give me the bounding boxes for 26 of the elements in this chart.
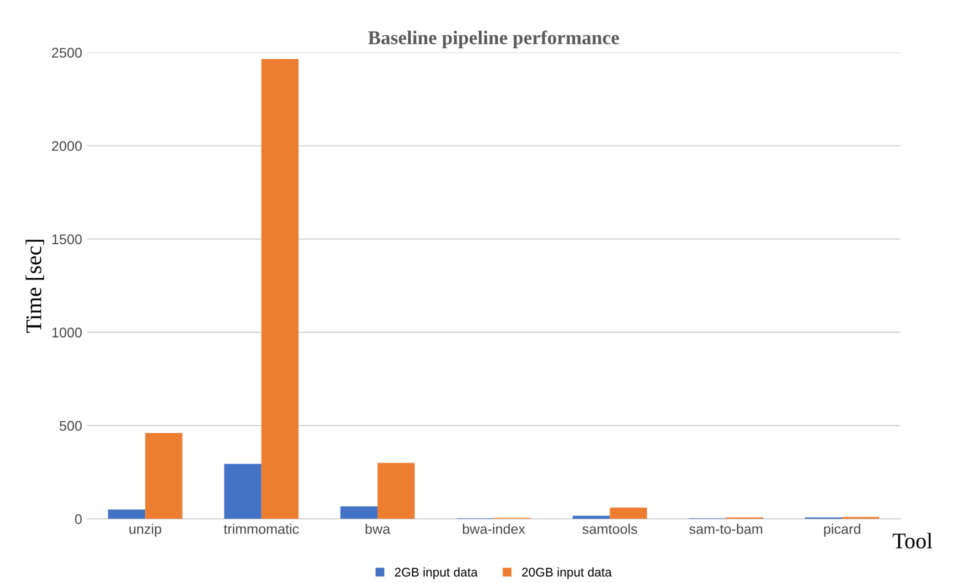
x-tick-label: picard xyxy=(824,524,860,537)
y-tick-label: 2000 xyxy=(52,141,82,151)
legend-label: 2GB input data xyxy=(394,567,478,580)
bar xyxy=(340,506,378,519)
y-tick-label: 2500 xyxy=(52,48,82,58)
bar xyxy=(145,433,182,519)
bar xyxy=(378,462,415,519)
y-tick-label: 1000 xyxy=(52,328,82,338)
y-tick-label: 1500 xyxy=(52,234,82,244)
chart-title: Baseline pipeline performance xyxy=(368,30,620,48)
bar xyxy=(108,510,146,519)
bar xyxy=(610,508,648,519)
bar xyxy=(261,59,299,519)
x-tick-label: sam-to-bam xyxy=(689,524,762,534)
y-tick-label: 0 xyxy=(75,514,82,524)
bar xyxy=(572,516,610,519)
x-axis-title: Tool xyxy=(892,532,932,548)
y-axis-title: Time [sec] xyxy=(26,240,44,333)
bar xyxy=(224,464,262,519)
x-tick-label: trimmomatic xyxy=(224,524,299,534)
x-tick-label: bwa xyxy=(366,524,390,534)
y-tick-label: 500 xyxy=(60,420,82,431)
x-tick-label: bwa-index xyxy=(462,524,526,534)
x-tick-label: unzip xyxy=(130,524,162,537)
x-tick-label: samtools xyxy=(582,524,638,534)
legend-label: 20GB input data xyxy=(522,567,612,580)
